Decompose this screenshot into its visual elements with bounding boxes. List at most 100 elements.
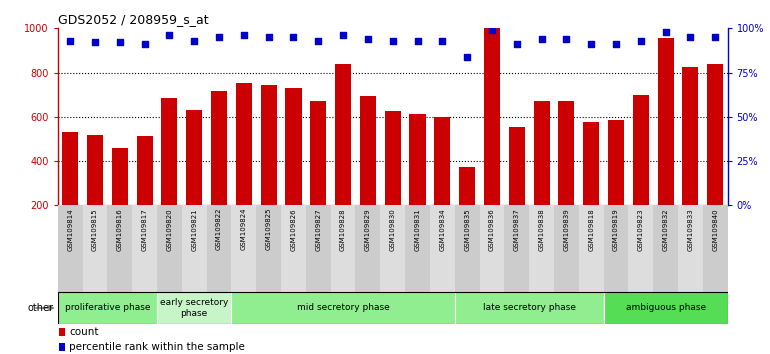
Point	[610, 41, 622, 47]
Bar	[604, 292, 728, 324]
Point	[634, 38, 647, 44]
Text: GSM109822: GSM109822	[216, 208, 222, 250]
Point	[685, 34, 697, 40]
Text: early secretory
phase: early secretory phase	[160, 298, 229, 318]
Text: GSM109839: GSM109839	[564, 208, 569, 251]
Point	[64, 38, 76, 44]
Text: GSM109832: GSM109832	[663, 208, 668, 251]
Bar	[653, 205, 678, 292]
Bar	[459, 167, 475, 250]
Point	[263, 34, 275, 40]
Point	[139, 41, 151, 47]
Point	[114, 40, 126, 45]
Text: GSM109828: GSM109828	[340, 208, 346, 251]
Text: GSM109821: GSM109821	[191, 208, 197, 251]
Bar	[703, 205, 728, 292]
Bar	[281, 205, 306, 292]
Text: GSM109834: GSM109834	[440, 208, 445, 251]
Point	[362, 36, 374, 42]
Text: GSM109829: GSM109829	[365, 208, 371, 251]
Bar	[534, 101, 550, 250]
Point	[337, 33, 350, 38]
Text: GSM109830: GSM109830	[390, 208, 396, 251]
Text: GDS2052 / 208959_s_at: GDS2052 / 208959_s_at	[58, 13, 209, 26]
Bar	[62, 132, 79, 250]
Text: mid secretory phase: mid secretory phase	[296, 303, 390, 313]
Bar	[558, 101, 574, 250]
Point	[561, 36, 573, 42]
Point	[535, 36, 547, 42]
Text: GSM109814: GSM109814	[67, 208, 73, 251]
Text: count: count	[69, 327, 99, 337]
Text: GSM109823: GSM109823	[638, 208, 644, 251]
Text: GSM109835: GSM109835	[464, 208, 470, 251]
Bar	[58, 205, 82, 292]
Bar	[682, 67, 698, 250]
Bar	[583, 122, 599, 250]
Bar	[455, 292, 604, 324]
Bar	[112, 148, 128, 250]
Point	[163, 33, 176, 38]
Bar	[136, 136, 152, 250]
Bar	[182, 205, 206, 292]
Bar	[356, 205, 380, 292]
Text: percentile rank within the sample: percentile rank within the sample	[69, 342, 246, 352]
Text: proliferative phase: proliferative phase	[65, 303, 150, 313]
Point	[486, 27, 498, 33]
Bar	[529, 205, 554, 292]
Bar	[232, 205, 256, 292]
Bar	[633, 95, 649, 250]
Point	[287, 34, 300, 40]
Bar	[157, 292, 232, 324]
Point	[238, 33, 250, 38]
Text: GSM109826: GSM109826	[290, 208, 296, 251]
Bar	[157, 205, 182, 292]
Bar	[310, 101, 326, 250]
Bar	[211, 91, 227, 250]
Text: GSM109825: GSM109825	[266, 208, 272, 250]
Point	[387, 38, 399, 44]
Text: GSM109837: GSM109837	[514, 208, 520, 251]
Bar	[455, 205, 480, 292]
Bar	[82, 205, 107, 292]
Bar	[658, 38, 674, 250]
Text: GSM109838: GSM109838	[538, 208, 544, 251]
Bar	[260, 85, 276, 250]
Bar	[678, 205, 703, 292]
Text: ambiguous phase: ambiguous phase	[625, 303, 705, 313]
Bar	[707, 64, 723, 250]
Bar	[380, 205, 405, 292]
Bar	[132, 205, 157, 292]
Text: GSM109831: GSM109831	[414, 208, 420, 251]
Bar	[330, 205, 356, 292]
Bar	[554, 205, 579, 292]
Bar	[579, 205, 604, 292]
Text: GSM109815: GSM109815	[92, 208, 98, 251]
Bar	[509, 127, 525, 250]
Bar	[162, 98, 177, 250]
Bar	[604, 205, 628, 292]
Text: GSM109824: GSM109824	[241, 208, 247, 250]
Point	[411, 38, 424, 44]
Bar	[206, 205, 232, 292]
Text: other: other	[28, 303, 54, 313]
Text: GSM109817: GSM109817	[142, 208, 148, 251]
Bar	[410, 114, 426, 250]
Point	[213, 34, 225, 40]
Bar	[434, 117, 450, 250]
Point	[511, 41, 523, 47]
Bar	[306, 205, 330, 292]
Point	[585, 41, 598, 47]
Point	[312, 38, 324, 44]
Bar	[504, 205, 529, 292]
Bar	[236, 82, 252, 250]
Text: GSM109818: GSM109818	[588, 208, 594, 251]
Bar	[405, 205, 430, 292]
Bar	[256, 205, 281, 292]
Bar	[186, 110, 203, 250]
Text: GSM109836: GSM109836	[489, 208, 495, 251]
Bar	[385, 111, 400, 250]
Bar	[360, 96, 376, 250]
Text: GSM109833: GSM109833	[688, 208, 694, 251]
Bar	[608, 120, 624, 250]
